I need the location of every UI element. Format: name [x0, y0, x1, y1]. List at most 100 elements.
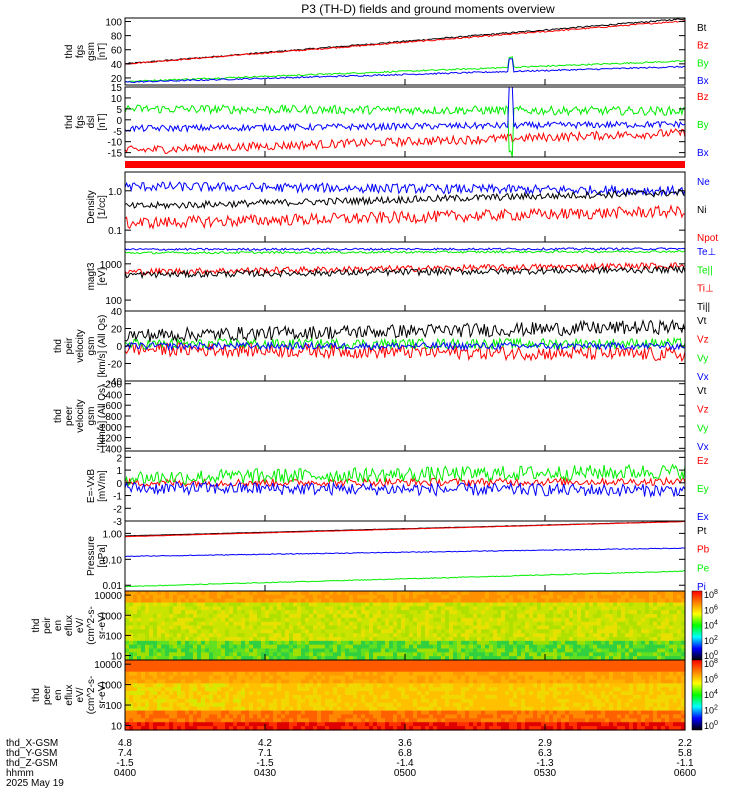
heatmap-cell — [581, 644, 586, 650]
heatmap-cell — [529, 667, 534, 673]
heatmap-cell — [221, 648, 226, 653]
heatmap-cell — [453, 644, 458, 650]
heatmap-cell — [649, 621, 654, 627]
heatmap-cell — [377, 679, 382, 684]
heatmap-cell — [149, 602, 154, 607]
heatmap-cell — [277, 671, 282, 677]
heatmap-cell — [525, 679, 530, 684]
heatmap-cell — [333, 644, 338, 650]
heatmap-cell — [433, 617, 438, 623]
heatmap-cell — [209, 663, 214, 669]
heatmap-cell — [617, 621, 622, 627]
heatmap-cell — [337, 625, 342, 630]
heatmap-cell — [345, 617, 350, 623]
heatmap-cell — [265, 714, 270, 719]
heatmap-cell — [125, 671, 130, 677]
heatmap-cell — [605, 675, 610, 681]
heatmap-cell — [397, 648, 402, 653]
heatmap-cell — [601, 722, 606, 727]
heatmap-cell — [269, 679, 274, 684]
heatmap-cell — [189, 660, 194, 665]
heatmap-cell — [285, 695, 290, 700]
heatmap-cell — [601, 687, 606, 692]
heatmap-cell — [169, 698, 174, 704]
heatmap-cell — [589, 591, 594, 596]
heatmap-cell — [193, 679, 198, 684]
heatmap-cell — [437, 633, 442, 638]
heatmap-cell — [281, 598, 286, 604]
heatmap-cell — [265, 679, 270, 684]
heatmap-cell — [677, 637, 682, 642]
heatmap-cell — [169, 695, 174, 700]
heatmap-cell — [137, 606, 142, 611]
heatmap-cell — [193, 621, 198, 627]
heatmap-cell — [125, 718, 130, 723]
heatmap-cell — [141, 663, 146, 669]
heatmap-cell — [425, 691, 430, 696]
heatmap-cell — [289, 691, 294, 696]
heatmap-cell — [561, 679, 566, 684]
heatmap-cell — [457, 614, 462, 619]
heatmap-cell — [177, 671, 182, 677]
heatmap-cell — [389, 614, 394, 619]
heatmap-cell — [569, 706, 574, 712]
heatmap-cell — [337, 675, 342, 681]
heatmap-cell — [389, 640, 394, 646]
heatmap-cell — [445, 714, 450, 719]
heatmap-cell — [249, 695, 254, 700]
heatmap-cell — [133, 648, 138, 653]
heatmap-cell — [453, 591, 458, 596]
heatmap-cell — [201, 648, 206, 653]
heatmap-cell — [293, 652, 298, 657]
heatmap-cell — [261, 633, 266, 638]
heatmap-cell — [477, 710, 482, 716]
heatmap-cell — [293, 667, 298, 673]
heatmap-cell — [293, 722, 298, 727]
heatmap-cell — [369, 640, 374, 646]
heatmap-cell — [129, 591, 134, 596]
heatmap-cell — [385, 683, 390, 688]
heatmap-cell — [229, 695, 234, 700]
heatmap-cell — [177, 591, 182, 596]
heatmap-cell — [469, 591, 474, 596]
heatmap-cell — [345, 698, 350, 704]
heatmap-cell — [353, 726, 358, 731]
heatmap-cell — [425, 614, 430, 619]
heatmap-cell — [589, 683, 594, 688]
heatmap-cell — [581, 675, 586, 681]
heatmap-cell — [593, 644, 598, 650]
heatmap-cell — [249, 687, 254, 692]
heatmap-cell — [581, 667, 586, 673]
heatmap-cell — [381, 722, 386, 727]
heatmap-cell — [465, 602, 470, 607]
heatmap-cell — [505, 621, 510, 627]
heatmap-cell — [161, 702, 166, 708]
heatmap-cell — [181, 683, 186, 688]
heatmap-cell — [333, 633, 338, 638]
heatmap-cell — [125, 606, 130, 611]
heatmap-cell — [357, 687, 362, 692]
series-line-Ni — [124, 189, 686, 210]
heatmap-cell — [581, 726, 586, 731]
heatmap-cell — [249, 629, 254, 634]
heatmap-cell — [353, 617, 358, 623]
heatmap-cell — [357, 606, 362, 611]
y-axis-label: [nPa] — [97, 544, 108, 568]
heatmap-cell — [201, 698, 206, 704]
heatmap-cell — [477, 610, 482, 615]
heatmap-cell — [561, 718, 566, 723]
heatmap-cell — [289, 679, 294, 684]
heatmap-cell — [189, 691, 194, 696]
heatmap-cell — [413, 726, 418, 731]
y-axis-label: velocity — [75, 399, 86, 432]
heatmap-cell — [421, 602, 426, 607]
heatmap-cell — [445, 675, 450, 681]
heatmap-cell — [517, 644, 522, 650]
heatmap-cell — [569, 691, 574, 696]
heatmap-cell — [553, 675, 558, 681]
heatmap-cell — [485, 621, 490, 627]
heatmap-cell — [669, 652, 674, 657]
heatmap-cell — [561, 663, 566, 669]
heatmap-cell — [345, 633, 350, 638]
heatmap-cell — [609, 644, 614, 650]
